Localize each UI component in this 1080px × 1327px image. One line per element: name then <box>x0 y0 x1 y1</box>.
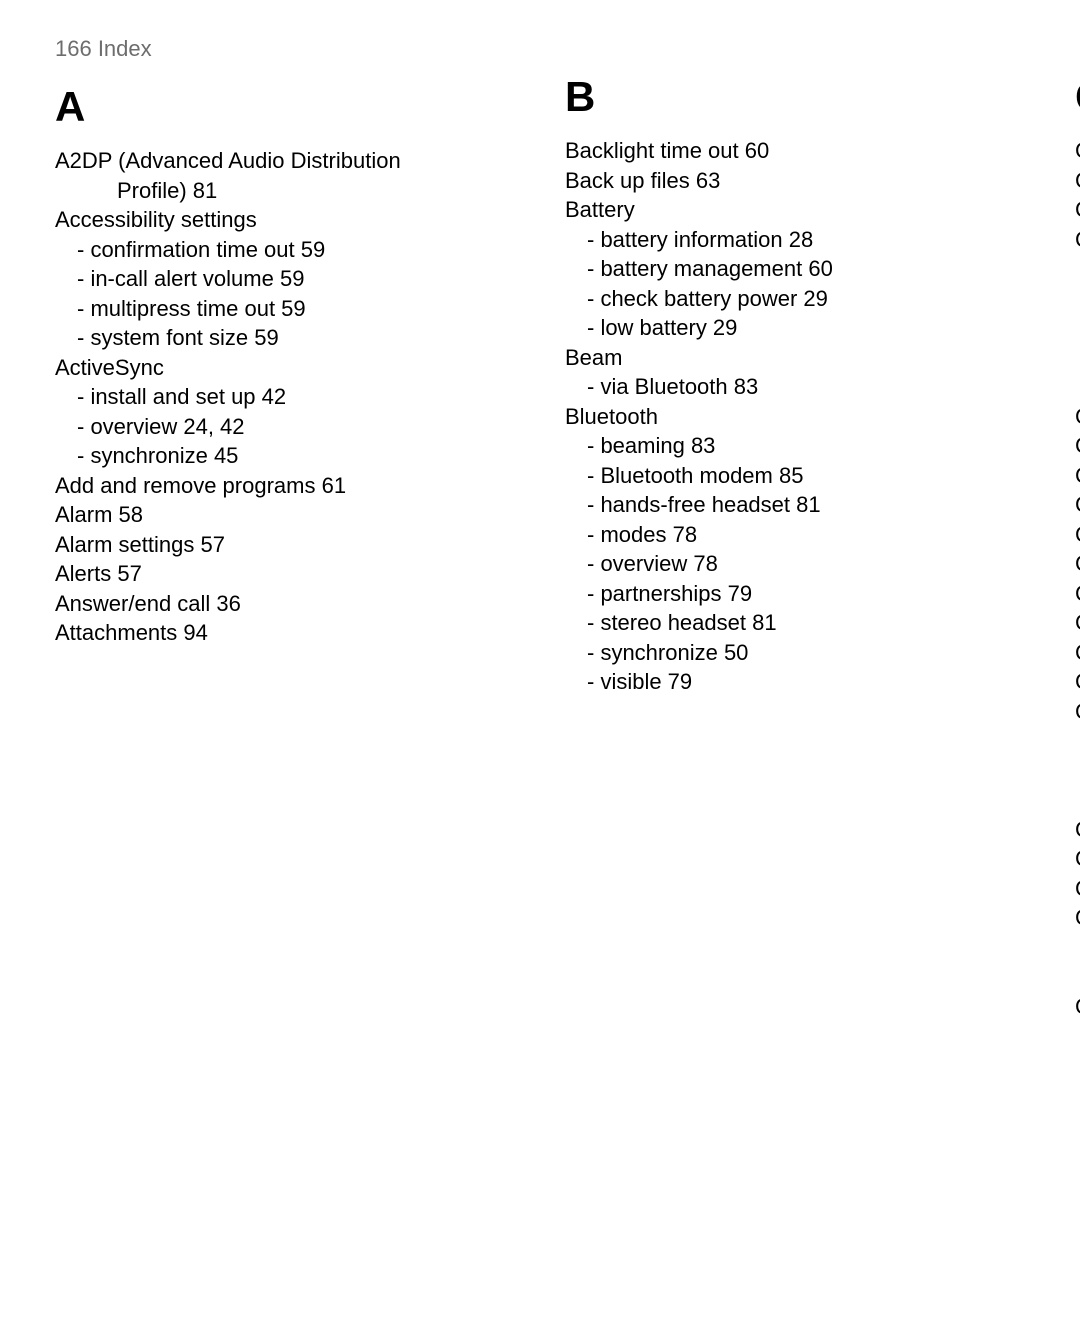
index-entry: - synchronize 45 <box>55 441 515 471</box>
index-entry: - synchronize 50 <box>565 638 1025 668</box>
index-entry: - via Bluetooth 83 <box>565 372 1025 402</box>
index-entry: Connect phone to private network 72 <box>1075 992 1080 1022</box>
index-entry: Camera <box>1075 225 1080 255</box>
index-entry: Clear Storage 24 <box>1075 608 1080 638</box>
index-entry: Add and remove programs 61 <box>55 471 515 501</box>
index-entry: Alerts 57 <box>55 559 515 589</box>
index-entry: Accessibility settings <box>55 205 515 235</box>
index-entry: Close running programs 62 <box>1075 638 1080 668</box>
section-b: B Backlight time out 60Back up files 63B… <box>565 76 1025 697</box>
index-entry: - in-call alert volume 59 <box>55 264 515 294</box>
section-heading-a: A <box>55 86 515 128</box>
index-entry: ClearVue Worksheet 24, 150 <box>1075 579 1080 609</box>
index-entry: Beam <box>565 343 1025 373</box>
index-entry: - main menu 125 <box>1075 313 1080 343</box>
index-entry: Capture modes 119 <box>1075 431 1080 461</box>
index-entry: Call History 24 <box>1075 195 1080 225</box>
index-entry: Calendar 24, 107 <box>1075 166 1080 196</box>
index-entry: - icons and indicators 120 <box>1075 284 1080 314</box>
index-entry: Alarm 58 <box>55 500 515 530</box>
page-header: 166 Index <box>55 36 1025 62</box>
index-entry: - battery information 28 <box>565 225 1025 255</box>
index-entry: Comm Manager 24, 77 <box>1075 667 1080 697</box>
index-entry: - overview 24 <box>1075 343 1080 373</box>
index-entry: Battery <box>565 195 1025 225</box>
entries-a: A2DP (Advanced Audio DistributionProfile… <box>55 146 515 648</box>
index-entry: - overview 24, 42 <box>55 412 515 442</box>
section-heading-c: C <box>1075 76 1080 118</box>
index-entry: Conference call 37 <box>1075 815 1080 845</box>
index-entry: - MMS message 101 <box>1075 756 1080 786</box>
index-entry: Bluetooth <box>565 402 1025 432</box>
index-entry: - zoom 124 <box>1075 372 1080 402</box>
index-entry: - battery management 60 <box>565 254 1025 284</box>
section-heading-b: B <box>565 76 1025 118</box>
index-columns: A A2DP (Advanced Audio DistributionProfi… <box>55 76 1025 1256</box>
index-entry: - confirmation time out 59 <box>55 235 515 265</box>
index-entry: - MMS message from template 102 <box>1075 785 1080 815</box>
section-a: A A2DP (Advanced Audio DistributionProfi… <box>55 86 515 648</box>
index-entry: - dial-up to ISP 71 <box>1075 933 1080 963</box>
index-entry: ClearVue PDF 24, 151 <box>1075 490 1080 520</box>
index-entry: - camera button 118 <box>1075 254 1080 284</box>
index-entry: - beaming 83 <box>565 431 1025 461</box>
index-entry: - visible 79 <box>565 667 1025 697</box>
index-entry: Confirmation time out 59 <box>1075 844 1080 874</box>
index-entry: - stereo headset 81 <box>565 608 1025 638</box>
index-entry: - GPRS 70 <box>1075 962 1080 992</box>
index-page: 166 Index A A2DP (Advanced Audio Distrib… <box>0 0 1080 1327</box>
index-entry: ActiveSync <box>55 353 515 383</box>
index-entry: Backlight time out 60 <box>565 136 1025 166</box>
index-entry: - check battery power 29 <box>565 284 1025 314</box>
index-entry: - hands-free headset 81 <box>565 490 1025 520</box>
index-entry: A2DP (Advanced Audio Distribution <box>55 146 515 176</box>
index-entry: Attachments 94 <box>55 618 515 648</box>
index-entry: Profile) 81 <box>55 176 515 206</box>
index-entry: - e-mail/SMS message 93 <box>1075 726 1080 756</box>
index-entry: Calculator 24 <box>1075 136 1080 166</box>
index-entry: - multipress time out 59 <box>55 294 515 324</box>
section-c: C Calculator 24Calendar 24, 107Call Hist… <box>1075 76 1080 1021</box>
index-entry: Back up files 63 <box>565 166 1025 196</box>
index-entry: - low battery 29 <box>565 313 1025 343</box>
index-entry: Alarm settings 57 <box>55 530 515 560</box>
index-entry: Compose <box>1075 697 1080 727</box>
entries-b: Backlight time out 60Back up files 63Bat… <box>565 136 1025 697</box>
index-entry: - modes 78 <box>565 520 1025 550</box>
entries-c: Calculator 24Calendar 24, 107Call Histor… <box>1075 136 1080 1021</box>
index-entry: - Bluetooth modem 85 <box>565 461 1025 491</box>
index-entry: Capture formats 119 <box>1075 402 1080 432</box>
index-entry: ClearVue Document 24, 150 <box>1075 461 1080 491</box>
index-entry: ClearVue Suite 148 <box>1075 549 1080 579</box>
index-entry: ClearVue Presentation 148 <box>1075 520 1080 550</box>
index-entry: - overview 78 <box>565 549 1025 579</box>
index-entry: Connect phone to Internet <box>1075 903 1080 933</box>
index-entry: - install and set up 42 <box>55 382 515 412</box>
index-entry: Answer/end call 36 <box>55 589 515 619</box>
index-entry: Connecting to Wi-Fi Network 86 <box>1075 874 1080 904</box>
index-entry: - partnerships 79 <box>565 579 1025 609</box>
index-entry: - system font size 59 <box>55 323 515 353</box>
